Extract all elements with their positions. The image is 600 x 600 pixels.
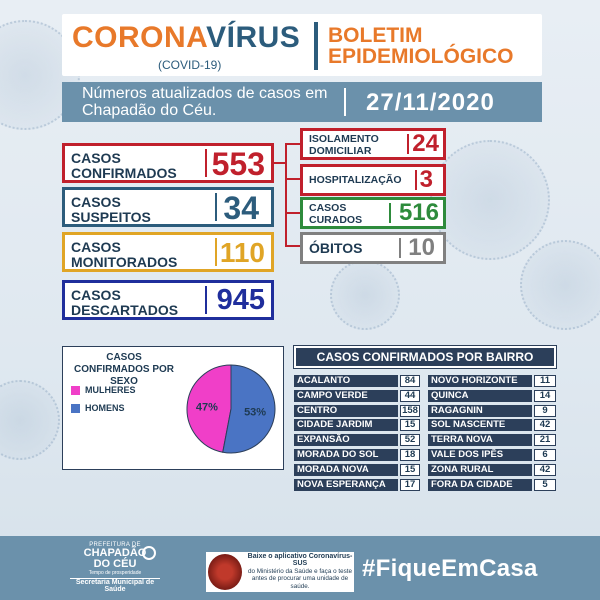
city-hall-logo: PREFEITURA DE CHAPADÃO DO CÉU Tempo de p… bbox=[70, 542, 160, 596]
page-subtitle: (COVID-19) bbox=[158, 58, 222, 72]
neighborhood-name: RAGAGNIN bbox=[428, 404, 532, 417]
suspected-cases-value: 34 bbox=[223, 190, 259, 226]
neighborhood-name: SOL NASCENTE bbox=[428, 419, 532, 432]
neighborhood-name: NOVA ESPERANÇA bbox=[294, 478, 398, 491]
neighborhood-name: FORA DA CIDADE bbox=[428, 478, 532, 491]
confirmed-cases-value: 553 bbox=[211, 146, 265, 182]
virus-icon bbox=[208, 554, 242, 590]
neighborhood-row: RAGAGNIN 9 bbox=[428, 404, 556, 417]
pie-label: 47% bbox=[196, 402, 218, 414]
neighborhood-value: 5 bbox=[534, 478, 556, 491]
neighborhood-value: 6 bbox=[534, 449, 556, 461]
neighborhood-name: CAMPO VERDE bbox=[294, 389, 398, 402]
neighborhood-value: 42 bbox=[534, 419, 556, 432]
neighborhood-name: CIDADE JARDIM bbox=[294, 419, 398, 432]
neighborhood-row: MORADA DO SOL 18 bbox=[294, 449, 420, 461]
neighborhood-row: QUINCA 14 bbox=[428, 389, 556, 402]
neighborhood-value: 158 bbox=[400, 404, 420, 417]
neighborhood-row: EXPANSÃO 52 bbox=[294, 434, 420, 447]
neighborhood-name: QUINCA bbox=[428, 389, 532, 402]
neighborhood-name: ACALANTO bbox=[294, 375, 398, 387]
neighborhood-row: MORADA NOVA 15 bbox=[294, 463, 420, 476]
neighborhood-name: MORADA DO SOL bbox=[294, 449, 398, 461]
bulletin-title: BOLETIM EPIDEMIOLÓGICO bbox=[328, 24, 514, 68]
subheader-divider bbox=[344, 88, 346, 116]
neighborhood-row: FORA DA CIDADE 5 bbox=[428, 478, 556, 491]
discarded-cases-value: 945 bbox=[216, 284, 265, 316]
sex-pie-chart: 47% 53% bbox=[186, 364, 276, 454]
legend-swatch-men bbox=[71, 403, 80, 413]
neighborhood-name: CENTRO bbox=[294, 404, 398, 417]
neighborhood-row: CIDADE JARDIM 15 bbox=[294, 419, 420, 432]
neighborhood-row: NOVO HORIZONTE 11 bbox=[428, 375, 556, 387]
subheader-text: Números atualizados de casos em Chapadão… bbox=[82, 85, 328, 119]
deaths-value: 10 bbox=[408, 234, 435, 261]
hospitalization-value: 3 bbox=[419, 166, 433, 193]
hashtag: #FiqueEmCasa bbox=[362, 555, 538, 582]
neighborhood-value: 11 bbox=[534, 375, 556, 387]
neighborhood-row: NOVA ESPERANÇA 17 bbox=[294, 478, 420, 491]
pie-slice-mulheres bbox=[186, 364, 232, 453]
city-logo-icon bbox=[142, 546, 156, 560]
neighborhood-row: ZONA RURAL 42 bbox=[428, 463, 556, 476]
recovered-cases-box: CASOS CURADOS 516 bbox=[300, 197, 446, 229]
neighborhood-name: TERRA NOVA bbox=[428, 434, 532, 447]
suspected-cases-box: CASOS SUSPEITOS 34 bbox=[62, 187, 274, 227]
sex-chart-title: CASOS CONFIRMADOS POR SEXO bbox=[74, 352, 174, 387]
neighborhood-value: 52 bbox=[400, 434, 420, 447]
neighborhood-table-title: CASOS CONFIRMADOS POR BAIRRO bbox=[293, 345, 557, 369]
neighborhood-row: TERRA NOVA 21 bbox=[428, 434, 556, 447]
pie-slice-homens bbox=[222, 364, 276, 454]
neighborhood-name: ZONA RURAL bbox=[428, 463, 532, 476]
recovered-cases-value: 516 bbox=[398, 199, 439, 226]
neighborhood-row: CENTRO 158 bbox=[294, 404, 420, 417]
neighborhood-value: 84 bbox=[400, 375, 420, 387]
neighborhood-value: 17 bbox=[400, 478, 420, 491]
pie-label: 53% bbox=[244, 406, 266, 418]
neighborhood-row: SOL NASCENTE 42 bbox=[428, 419, 556, 432]
neighborhood-name: VALE DOS IPÊS bbox=[428, 449, 532, 461]
app-promo: Baixe o aplicativo Coronavírus-SUS do Min… bbox=[206, 552, 354, 592]
subheader-bar: Números atualizados de casos em Chapadão… bbox=[62, 82, 542, 122]
neighborhood-name: EXPANSÃO bbox=[294, 434, 398, 447]
header-banner: CORONAVÍRUS (COVID-19) BOLETIM EPIDEMIOL… bbox=[62, 14, 542, 76]
sex-chart-panel: CASOS CONFIRMADOS POR SEXO MULHERES HOME… bbox=[62, 346, 284, 470]
discarded-cases-box: CASOS DESCARTADOS 945 bbox=[62, 280, 274, 320]
monitored-cases-value: 110 bbox=[219, 237, 265, 268]
confirmed-cases-box: CASOS CONFIRMADOS 553 bbox=[62, 143, 274, 183]
neighborhood-value: 15 bbox=[400, 419, 420, 432]
neighborhood-value: 9 bbox=[534, 404, 556, 417]
neighborhood-value: 14 bbox=[534, 389, 556, 402]
neighborhood-value: 15 bbox=[400, 463, 420, 476]
legend-men: HOMENS bbox=[71, 403, 125, 413]
neighborhood-value: 44 bbox=[400, 389, 420, 402]
neighborhood-value: 18 bbox=[400, 449, 420, 461]
neighborhood-value: 42 bbox=[534, 463, 556, 476]
breakdown-connector bbox=[272, 143, 300, 247]
neighborhood-row: VALE DOS IPÊS 6 bbox=[428, 449, 556, 461]
neighborhood-row: ACALANTO 84 bbox=[294, 375, 420, 387]
neighborhood-value: 21 bbox=[534, 434, 556, 447]
neighborhood-name: MORADA NOVA bbox=[294, 463, 398, 476]
page-title: CORONAVÍRUS bbox=[72, 21, 301, 54]
legend-swatch-women bbox=[71, 385, 80, 395]
header-divider bbox=[314, 22, 318, 70]
home-isolation-box: ISOLAMENTO DOMICILIAR 24 bbox=[300, 128, 446, 160]
monitored-cases-box: CASOS MONITORADOS 110 bbox=[62, 232, 274, 272]
hospitalization-box: HOSPITALIZAÇÃO 3 bbox=[300, 164, 446, 196]
home-isolation-value: 24 bbox=[412, 130, 439, 157]
legend-women: MULHERES bbox=[71, 385, 136, 395]
footer-bar: PREFEITURA DE CHAPADÃO DO CÉU Tempo de p… bbox=[0, 536, 600, 600]
deaths-box: ÓBITOS 10 bbox=[300, 232, 446, 264]
bulletin-date: 27/11/2020 bbox=[366, 89, 495, 116]
neighborhood-row: CAMPO VERDE 44 bbox=[294, 389, 420, 402]
neighborhood-name: NOVO HORIZONTE bbox=[428, 375, 532, 387]
